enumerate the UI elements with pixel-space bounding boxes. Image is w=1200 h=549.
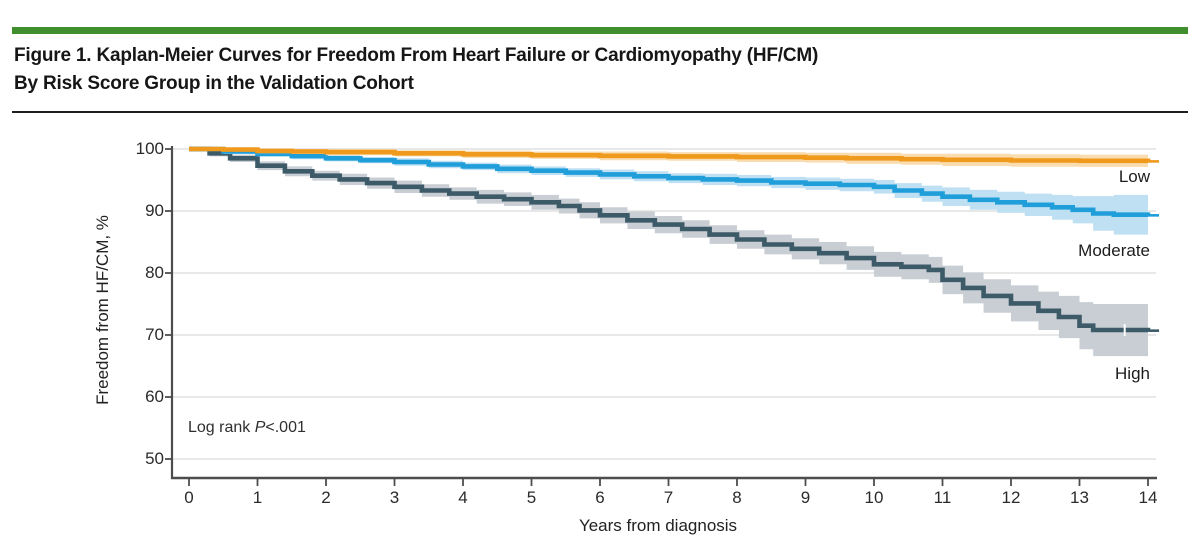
figure-title-line2: By Risk Score Group in the Validation Co… <box>14 73 414 94</box>
x-tick-label: 12 <box>1001 488 1021 507</box>
y-tick-label: 100 <box>135 139 164 158</box>
x-tick-label: 1 <box>252 488 263 507</box>
x-tick-label: 0 <box>184 488 194 507</box>
x-tick-label: 6 <box>595 488 605 507</box>
ci-band-moderate <box>189 149 1148 236</box>
series-label-low: Low <box>1118 167 1150 186</box>
x-tick-label: 14 <box>1138 488 1158 507</box>
y-tick-label: 60 <box>145 387 164 406</box>
x-tick-label: 10 <box>864 488 884 507</box>
km-curve-moderate <box>189 146 1151 217</box>
y-tick-label: 50 <box>145 449 164 468</box>
x-axis-title: Years from diagnosis <box>578 516 738 535</box>
x-tick-label: 7 <box>663 488 674 507</box>
km-curve-low <box>189 146 1151 164</box>
y-axis-title: Freedom from HF/CM, % <box>93 215 112 405</box>
title-divider-rule <box>12 111 1188 113</box>
log-rank-annotation: Log rank P<.001 <box>188 419 306 437</box>
y-tick-label: 90 <box>145 201 164 220</box>
y-tick-label: 70 <box>145 325 164 344</box>
x-tick-label: 9 <box>800 488 811 507</box>
x-tick-label: 8 <box>732 488 742 507</box>
series-label-moderate: Moderate <box>1078 241 1150 260</box>
figure-title: Figure 1. Kaplan-Meier Curves for Freedo… <box>14 42 1114 98</box>
figure-title-line1: Figure 1. Kaplan-Meier Curves for Freedo… <box>14 45 819 66</box>
log-rank-p-symbol: P <box>254 419 266 436</box>
x-tick-label: 5 <box>526 488 537 507</box>
log-rank-value: <.001 <box>265 419 306 436</box>
x-tick-label: 13 <box>1070 488 1089 507</box>
x-tick-label: 3 <box>389 488 400 507</box>
y-tick-label: 80 <box>145 263 164 282</box>
journal-accent-bar <box>12 27 1188 34</box>
x-tick-label: 2 <box>321 488 331 507</box>
x-tick-label: 11 <box>933 488 952 507</box>
series-label-high: High <box>1115 364 1150 383</box>
km-curve-high <box>189 146 1151 333</box>
log-rank-prefix: Log rank <box>188 419 255 436</box>
x-tick-label: 4 <box>458 488 468 507</box>
